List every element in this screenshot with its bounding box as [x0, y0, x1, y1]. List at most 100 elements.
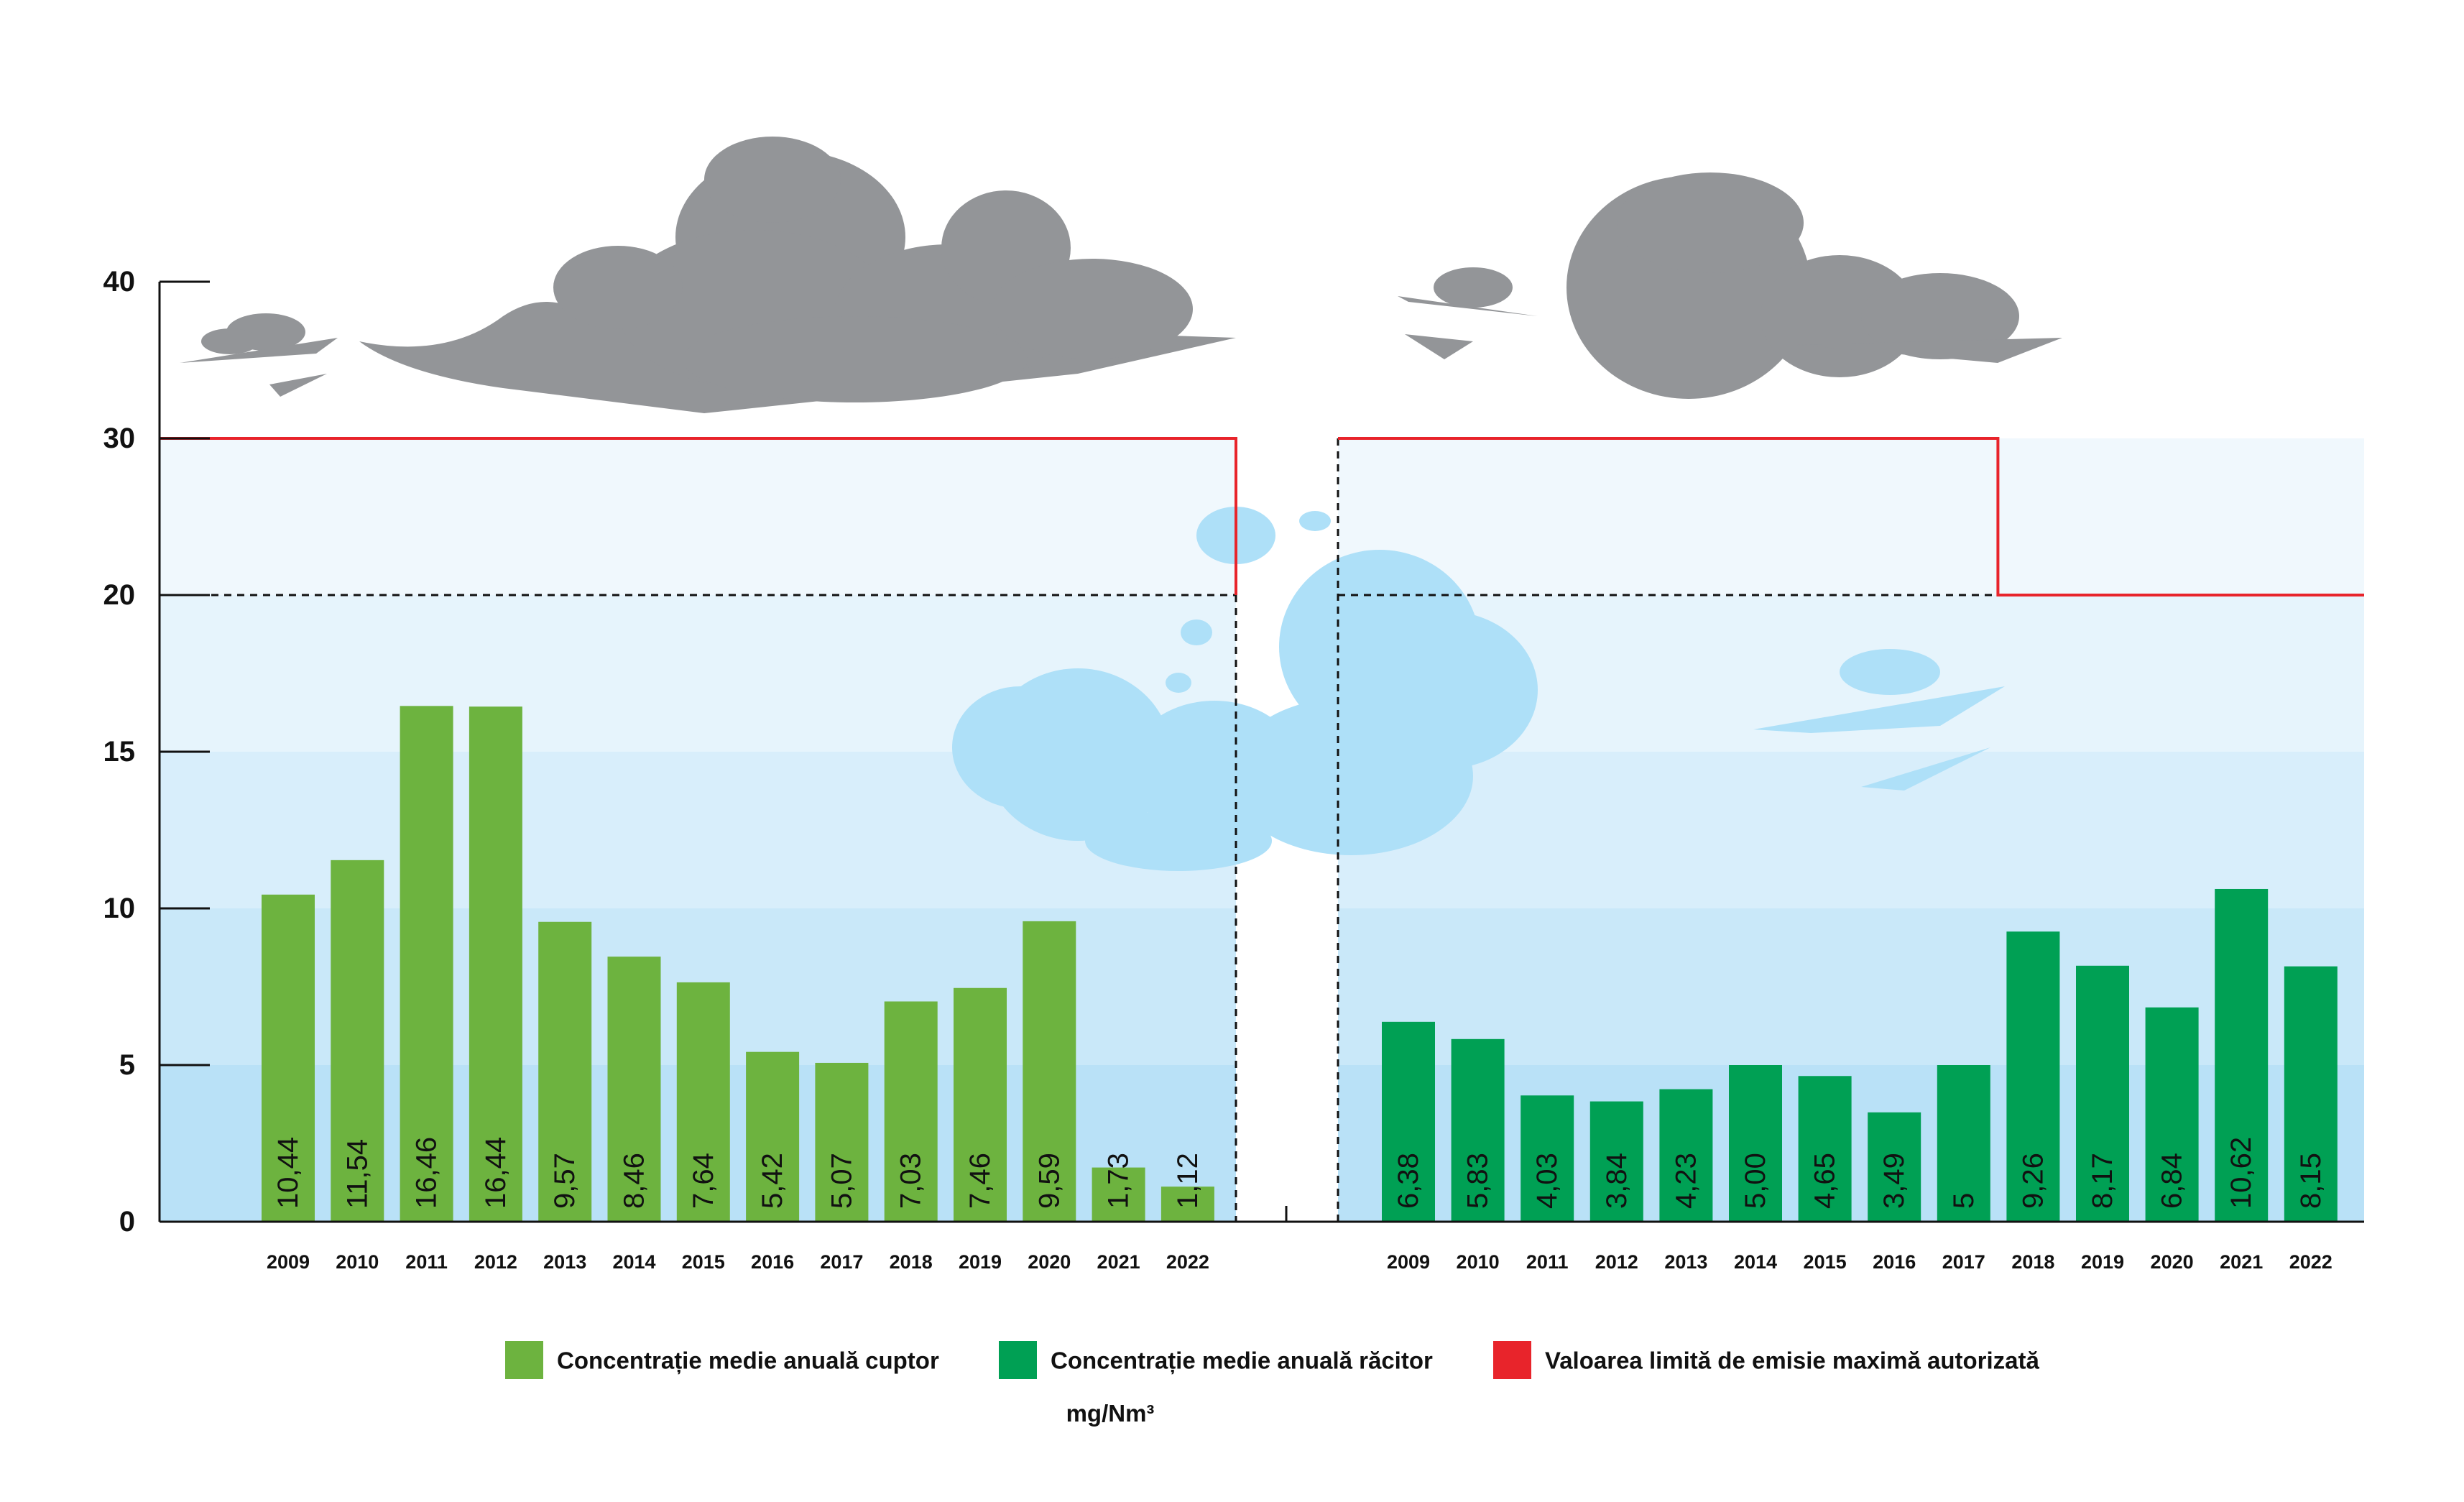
data-label: 9,26: [2017, 1153, 2049, 1209]
x-tick-label: 2016: [751, 1251, 794, 1273]
data-label: 5,83: [1462, 1153, 1494, 1209]
band-1-2: [1338, 752, 2364, 908]
grey-cloud-left-large-icon: [359, 137, 1236, 413]
data-label: 16,44: [480, 1137, 512, 1209]
bar: [1868, 1112, 1921, 1222]
x-tick-label: 2017: [1942, 1251, 1985, 1273]
y-tick-label: 5: [119, 1049, 135, 1081]
x-tick-label: 2019: [959, 1251, 1002, 1273]
bar: [469, 706, 522, 1222]
bar: [1589, 1101, 1643, 1222]
legend-swatch: [999, 1341, 1037, 1379]
bar: [538, 921, 592, 1222]
data-label: 8,46: [619, 1153, 650, 1209]
reference-lines: [160, 437, 2364, 1222]
grey-cloud-right-icon: [1398, 172, 2062, 399]
axes: 0 5 10 15 20 30 40: [103, 266, 2364, 1238]
data-label: 5,07: [826, 1153, 857, 1209]
x-tick-label: 2009: [1387, 1251, 1430, 1273]
bar: [607, 957, 661, 1222]
y-tick-label: 0: [119, 1206, 135, 1238]
legend-label: Concentrație medie anuală cuptor: [557, 1347, 939, 1375]
bar: [2284, 966, 2338, 1222]
data-label: 8,15: [2295, 1153, 2327, 1209]
x-tick-label: 2013: [1664, 1251, 1707, 1273]
blue-cloud-right-icon: [1753, 649, 2005, 791]
x-tick-label: 2018: [890, 1251, 933, 1273]
data-label: 16,46: [411, 1137, 443, 1209]
data-label: 6,38: [1393, 1153, 1424, 1209]
data-label: 3,49: [1878, 1153, 1910, 1209]
bar: [1659, 1089, 1713, 1222]
bar: [1161, 1187, 1214, 1222]
x-tick-label: 2011: [1526, 1251, 1569, 1273]
data-label: 3,84: [1601, 1153, 1633, 1209]
bar: [400, 706, 453, 1222]
data-label: 10,62: [2225, 1137, 2257, 1209]
data-label: 1,73: [1103, 1153, 1135, 1209]
x-tick-label: 2018: [2011, 1251, 2054, 1273]
x-tick-label: 2021: [1097, 1251, 1140, 1273]
y-tick-label: 10: [103, 893, 136, 924]
bar: [884, 1001, 938, 1222]
limit-line: [160, 437, 1237, 595]
data-label: 7,46: [964, 1153, 996, 1209]
x-tick-label: 2020: [2151, 1251, 2194, 1273]
x-tick-label: 2011: [405, 1251, 448, 1273]
y-tick-label: 30: [103, 423, 136, 454]
bars: 10,44 2009 11,54 2010 16,46 2011 16,44 2012 9,57…: [262, 706, 2338, 1273]
x-tick-label: 2019: [2081, 1251, 2124, 1273]
bar: [1521, 1095, 1574, 1222]
legend-label: Concentrație medie anuală răcitor: [1051, 1347, 1433, 1375]
x-tick-label: 2010: [336, 1251, 379, 1273]
x-tick-label: 2015: [1804, 1251, 1847, 1273]
data-label: 4,65: [1809, 1153, 1841, 1209]
bar: [815, 1062, 869, 1222]
data-label: 10,44: [272, 1137, 304, 1209]
x-tick-label: 2012: [474, 1251, 517, 1273]
x-tick-label: 2013: [543, 1251, 586, 1273]
bar: [1729, 1065, 1782, 1222]
y-tick-label: 20: [103, 579, 136, 611]
bar: [746, 1051, 800, 1222]
x-tick-label: 2020: [1028, 1251, 1071, 1273]
x-tick-label: 2015: [682, 1251, 725, 1273]
bar: [676, 982, 730, 1222]
x-tick-label: 2012: [1595, 1251, 1638, 1273]
data-label: 9,57: [549, 1153, 581, 1209]
bar: [1798, 1076, 1852, 1222]
bar: [262, 894, 315, 1222]
bar: [1451, 1038, 1505, 1222]
bar: [1023, 921, 1076, 1222]
data-label: 6,84: [2156, 1153, 2188, 1209]
bar: [1382, 1021, 1435, 1222]
bar: [954, 987, 1007, 1222]
blue-cloud-center-icon: [952, 507, 1538, 871]
x-tick-label: 2022: [1166, 1251, 1209, 1273]
x-tick-label: 2009: [267, 1251, 310, 1273]
bar: [1092, 1167, 1145, 1222]
x-tick-label: 2021: [2220, 1251, 2263, 1273]
data-label: 5,00: [1740, 1153, 1771, 1209]
data-label: 1,12: [1172, 1153, 1204, 1209]
bar: [2145, 1007, 2199, 1222]
legend: Concentrație medie anuală cuptor Concentr…: [505, 1341, 2039, 1379]
x-tick-label: 2016: [1873, 1251, 1916, 1273]
unit-label: mg/Nm³: [1066, 1400, 1155, 1427]
x-tick-label: 2010: [1457, 1251, 1500, 1273]
legend-label: Valoarea limită de emisie maximă autoriz…: [1545, 1347, 2039, 1374]
bar: [1937, 1065, 1990, 1222]
data-label: 9,59: [1033, 1153, 1065, 1209]
bar: [2076, 965, 2129, 1222]
x-tick-label: 2022: [2289, 1251, 2333, 1273]
bar: [331, 860, 384, 1222]
data-label: 5,42: [757, 1153, 788, 1209]
data-label: 8,17: [2087, 1153, 2118, 1209]
cloud-illustrations: [180, 137, 2062, 871]
data-label: 5: [1948, 1193, 1980, 1209]
data-label: 4,03: [1531, 1153, 1563, 1209]
legend-swatch: [1493, 1341, 1531, 1379]
data-label: 11,54: [341, 1139, 373, 1209]
legend-swatch: [505, 1341, 543, 1379]
limit-line: [1338, 437, 2364, 596]
